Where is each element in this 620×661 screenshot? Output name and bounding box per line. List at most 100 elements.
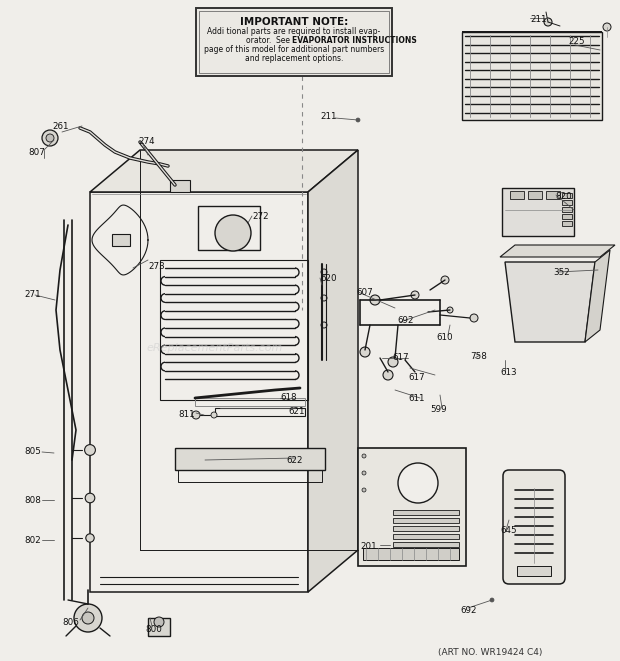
Text: 692: 692 xyxy=(397,316,414,325)
Bar xyxy=(148,618,170,636)
Bar xyxy=(198,206,260,250)
Text: 261: 261 xyxy=(52,122,68,131)
Text: 622: 622 xyxy=(286,456,303,465)
Bar xyxy=(363,548,459,560)
Text: 806: 806 xyxy=(62,618,79,627)
Bar xyxy=(175,448,325,470)
Text: 610: 610 xyxy=(436,333,453,342)
Polygon shape xyxy=(500,245,615,257)
Text: 758: 758 xyxy=(470,352,487,361)
Text: 802: 802 xyxy=(24,536,41,545)
Text: 807: 807 xyxy=(28,148,45,157)
Text: 621: 621 xyxy=(288,407,304,416)
Circle shape xyxy=(215,215,251,251)
Text: 811: 811 xyxy=(178,410,195,419)
Text: 617: 617 xyxy=(408,373,425,382)
Circle shape xyxy=(362,454,366,458)
Bar xyxy=(393,526,459,531)
Bar xyxy=(199,11,389,73)
Text: 620: 620 xyxy=(320,274,337,283)
Circle shape xyxy=(356,118,360,122)
Circle shape xyxy=(321,322,327,328)
Circle shape xyxy=(362,471,366,475)
Circle shape xyxy=(383,370,393,380)
Circle shape xyxy=(441,276,449,284)
Circle shape xyxy=(411,291,419,299)
Circle shape xyxy=(398,463,438,503)
Circle shape xyxy=(74,604,102,632)
Text: 599: 599 xyxy=(430,405,446,414)
Text: eReplacementParts.com: eReplacementParts.com xyxy=(147,343,283,353)
Polygon shape xyxy=(585,250,610,342)
Text: 273: 273 xyxy=(148,262,165,271)
Bar xyxy=(502,188,574,236)
Bar xyxy=(393,510,459,515)
Circle shape xyxy=(42,130,58,146)
Text: 618: 618 xyxy=(280,393,296,402)
Polygon shape xyxy=(462,32,602,120)
FancyArrow shape xyxy=(462,29,602,35)
Text: 820: 820 xyxy=(555,192,572,201)
Bar xyxy=(170,180,190,192)
Bar xyxy=(393,518,459,523)
Bar xyxy=(562,221,572,226)
Circle shape xyxy=(370,295,380,305)
Bar xyxy=(112,234,130,246)
Bar xyxy=(393,542,459,547)
Text: 607: 607 xyxy=(356,288,373,297)
Bar xyxy=(517,566,551,576)
Bar xyxy=(562,200,572,205)
Bar xyxy=(178,470,322,482)
Polygon shape xyxy=(308,150,358,592)
Circle shape xyxy=(86,534,94,542)
Circle shape xyxy=(82,612,94,624)
Text: 211: 211 xyxy=(320,112,337,121)
Bar xyxy=(510,191,524,199)
FancyBboxPatch shape xyxy=(503,470,565,584)
Bar xyxy=(90,192,308,592)
Text: 611: 611 xyxy=(408,394,425,403)
Bar xyxy=(546,191,560,199)
Text: 211: 211 xyxy=(530,15,546,24)
Bar xyxy=(528,191,542,199)
Circle shape xyxy=(470,314,478,322)
Circle shape xyxy=(321,295,327,301)
Circle shape xyxy=(321,269,327,275)
Text: 617: 617 xyxy=(392,353,409,362)
Text: 805: 805 xyxy=(24,447,41,456)
Circle shape xyxy=(447,307,453,313)
Bar xyxy=(562,193,572,198)
Text: 800: 800 xyxy=(145,625,162,634)
Text: 272: 272 xyxy=(252,212,268,221)
Text: 352: 352 xyxy=(553,268,570,277)
Text: 225: 225 xyxy=(568,37,585,46)
Text: IMPORTANT NOTE:: IMPORTANT NOTE: xyxy=(240,17,348,27)
Circle shape xyxy=(490,598,494,602)
Circle shape xyxy=(85,493,95,503)
Circle shape xyxy=(603,23,611,31)
Bar xyxy=(195,398,305,406)
Bar xyxy=(160,260,308,400)
Circle shape xyxy=(360,347,370,357)
Text: Addi tional parts are required to install evap-: Addi tional parts are required to instal… xyxy=(207,27,381,36)
Circle shape xyxy=(192,411,200,419)
Bar xyxy=(196,8,392,76)
Text: and replacement options.: and replacement options. xyxy=(245,54,343,63)
Bar xyxy=(358,448,466,566)
Text: (ART NO. WR19424 C4): (ART NO. WR19424 C4) xyxy=(438,648,542,657)
Circle shape xyxy=(154,617,164,627)
Circle shape xyxy=(362,488,366,492)
Circle shape xyxy=(46,134,54,142)
Text: 645: 645 xyxy=(500,526,516,535)
Text: 271: 271 xyxy=(24,290,41,299)
Text: EVAPORATOR INSTRUCTIONS: EVAPORATOR INSTRUCTIONS xyxy=(292,36,417,45)
Bar xyxy=(215,408,305,416)
Text: 692: 692 xyxy=(460,606,477,615)
Text: 808: 808 xyxy=(24,496,41,505)
Polygon shape xyxy=(505,262,595,342)
Text: 613: 613 xyxy=(500,368,516,377)
Circle shape xyxy=(544,18,552,26)
Circle shape xyxy=(211,412,217,418)
Bar xyxy=(562,207,572,212)
Text: 274: 274 xyxy=(138,137,154,146)
